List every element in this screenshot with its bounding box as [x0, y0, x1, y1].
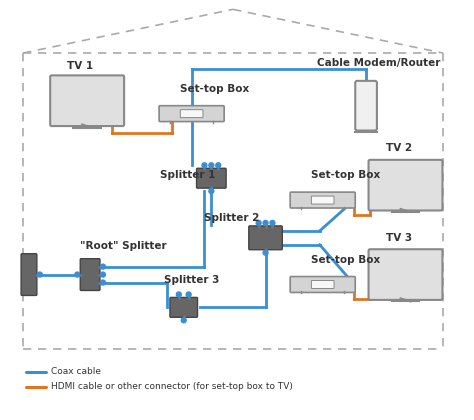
Text: Set-top Box: Set-top Box: [180, 84, 249, 94]
Circle shape: [100, 272, 105, 277]
FancyBboxPatch shape: [80, 259, 100, 291]
FancyBboxPatch shape: [369, 249, 442, 300]
Text: HDMI cable or other connector (for set-top box to TV): HDMI cable or other connector (for set-t…: [51, 382, 292, 391]
Text: TV 2: TV 2: [386, 143, 412, 153]
Circle shape: [209, 189, 214, 194]
FancyBboxPatch shape: [311, 196, 334, 204]
Text: Splitter 1: Splitter 1: [160, 170, 216, 180]
Circle shape: [263, 220, 268, 226]
Text: Cable Modem/Router: Cable Modem/Router: [317, 58, 440, 68]
FancyBboxPatch shape: [197, 168, 226, 188]
Text: Set-top Box: Set-top Box: [311, 255, 380, 265]
Text: Coax cable: Coax cable: [51, 368, 100, 376]
FancyBboxPatch shape: [180, 110, 203, 118]
Text: TV 3: TV 3: [386, 233, 412, 243]
FancyBboxPatch shape: [311, 281, 334, 289]
FancyBboxPatch shape: [249, 226, 283, 250]
Text: Set-top Box: Set-top Box: [311, 170, 380, 180]
FancyBboxPatch shape: [170, 297, 198, 317]
FancyBboxPatch shape: [50, 76, 124, 126]
Text: TV 1: TV 1: [67, 61, 93, 71]
Circle shape: [186, 292, 191, 297]
Circle shape: [176, 292, 181, 297]
FancyBboxPatch shape: [369, 160, 442, 210]
Circle shape: [202, 163, 207, 168]
FancyBboxPatch shape: [21, 254, 37, 295]
FancyBboxPatch shape: [159, 106, 224, 121]
FancyBboxPatch shape: [290, 192, 355, 208]
Text: "Root" Splitter: "Root" Splitter: [80, 241, 167, 251]
FancyBboxPatch shape: [290, 276, 355, 292]
Circle shape: [270, 220, 275, 226]
Circle shape: [37, 272, 42, 277]
FancyBboxPatch shape: [355, 81, 377, 131]
Circle shape: [100, 280, 105, 285]
Circle shape: [263, 250, 268, 255]
Circle shape: [216, 163, 221, 168]
Circle shape: [256, 220, 261, 226]
Circle shape: [209, 163, 214, 168]
Text: Splitter 3: Splitter 3: [164, 276, 219, 286]
Circle shape: [75, 272, 80, 277]
Circle shape: [181, 318, 186, 323]
Circle shape: [100, 264, 105, 269]
Text: Splitter 2: Splitter 2: [204, 213, 260, 223]
